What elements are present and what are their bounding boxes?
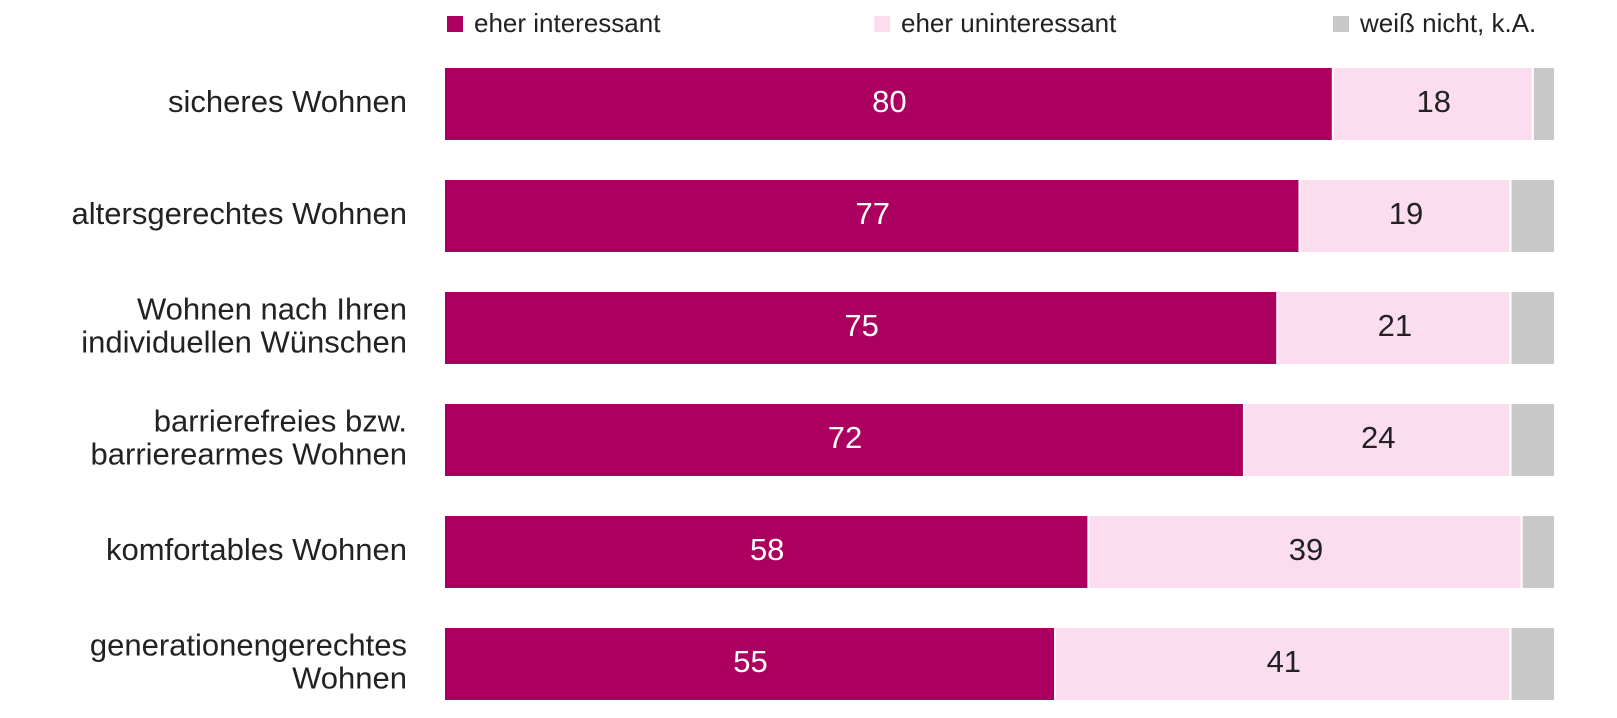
- legend-label: eher uninteressant: [901, 8, 1117, 38]
- data-label: 75: [844, 308, 878, 343]
- bar-segment: [445, 180, 1299, 252]
- bar-segment: [1533, 68, 1554, 140]
- bar-segment: [445, 628, 1055, 700]
- data-label: 18: [1417, 84, 1451, 119]
- legend-swatch: [874, 16, 890, 32]
- bar-segment: [1511, 292, 1554, 364]
- legend-label: eher interessant: [474, 8, 661, 38]
- data-label: 24: [1361, 420, 1395, 455]
- bar-segment: [1511, 404, 1554, 476]
- data-label: 55: [733, 644, 767, 679]
- bar-segment: [1300, 180, 1510, 252]
- category-label: altersgerechtes Wohnen: [72, 196, 407, 231]
- bar-segment: [1522, 516, 1554, 588]
- data-label: 58: [750, 532, 784, 567]
- category-label: sicheres Wohnen: [168, 84, 407, 119]
- category-label: barrierefreies bzw. barrierearmes Wohnen: [91, 404, 407, 472]
- bar-segment: [1056, 628, 1510, 700]
- bar-segment: [445, 516, 1088, 588]
- bar-segment: [1333, 68, 1532, 140]
- data-label: 77: [855, 196, 889, 231]
- data-label: 72: [828, 420, 862, 455]
- bar-segment: [1278, 292, 1510, 364]
- bar-segment: [1511, 180, 1554, 252]
- category-label: generationengerechtes Wohnen: [90, 628, 407, 696]
- data-label: 39: [1289, 532, 1323, 567]
- data-label: 41: [1267, 644, 1301, 679]
- data-label: 80: [872, 84, 906, 119]
- bar-segment: [1511, 628, 1554, 700]
- bar-segment: [1089, 516, 1521, 588]
- data-label: 21: [1378, 308, 1412, 343]
- legend-label: weiß nicht, k.A.: [1359, 8, 1536, 38]
- data-label: 19: [1389, 196, 1423, 231]
- legend-swatch: [447, 16, 463, 32]
- bar-segment: [445, 292, 1277, 364]
- bar-segment: [445, 68, 1332, 140]
- category-label: komfortables Wohnen: [106, 532, 407, 567]
- category-label: Wohnen nach Ihren individuellen Wünschen: [81, 292, 407, 360]
- legend-swatch: [1333, 16, 1349, 32]
- bar-segment: [1244, 404, 1510, 476]
- bar-segment: [445, 404, 1243, 476]
